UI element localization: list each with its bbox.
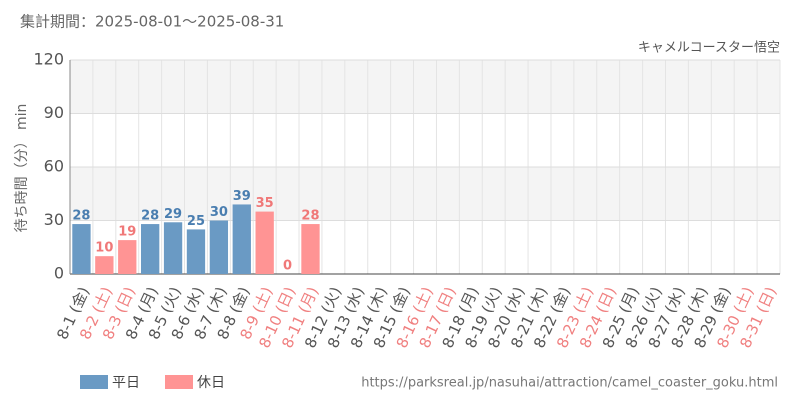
value-label: 10 [95, 241, 113, 256]
value-label: 28 [72, 209, 90, 224]
value-label: 28 [141, 209, 159, 224]
legend-label: 平日 [112, 375, 140, 391]
bar [95, 256, 114, 274]
source: https://parksreal.jp/nasuhai/attraction/… [361, 376, 778, 391]
value-label: 29 [164, 207, 182, 222]
bar [301, 224, 320, 274]
bar [255, 211, 274, 274]
legend-label: 休日 [197, 375, 225, 391]
bar [186, 229, 206, 274]
y-tick-label: 120 [33, 50, 64, 69]
value-label: 28 [301, 209, 319, 224]
bar [209, 220, 229, 274]
bar [232, 204, 251, 274]
legend-swatch [80, 375, 108, 389]
y-axis-label: 待ち時間（分） min [14, 104, 30, 233]
y-tick-label: 0 [54, 264, 64, 283]
value-label: 19 [118, 225, 136, 240]
chart-title: キャメルコースター悟空 [638, 41, 780, 56]
value-label: 0 [283, 259, 292, 274]
bar [118, 240, 137, 274]
bar [141, 224, 160, 274]
bar [163, 222, 183, 274]
plot-band [70, 167, 780, 221]
bar [72, 224, 91, 274]
legend-swatch [165, 375, 193, 389]
plot-band [70, 60, 780, 114]
period: 集計期間：2025-08-01～2025-08-31 [20, 13, 284, 31]
value-label: 39 [233, 189, 251, 204]
value-label: 25 [187, 214, 205, 229]
value-label: 30 [210, 205, 228, 220]
y-tick-label: 60 [44, 157, 64, 176]
y-tick-label: 30 [44, 210, 64, 229]
y-tick-label: 90 [44, 103, 64, 122]
value-label: 35 [256, 196, 274, 211]
